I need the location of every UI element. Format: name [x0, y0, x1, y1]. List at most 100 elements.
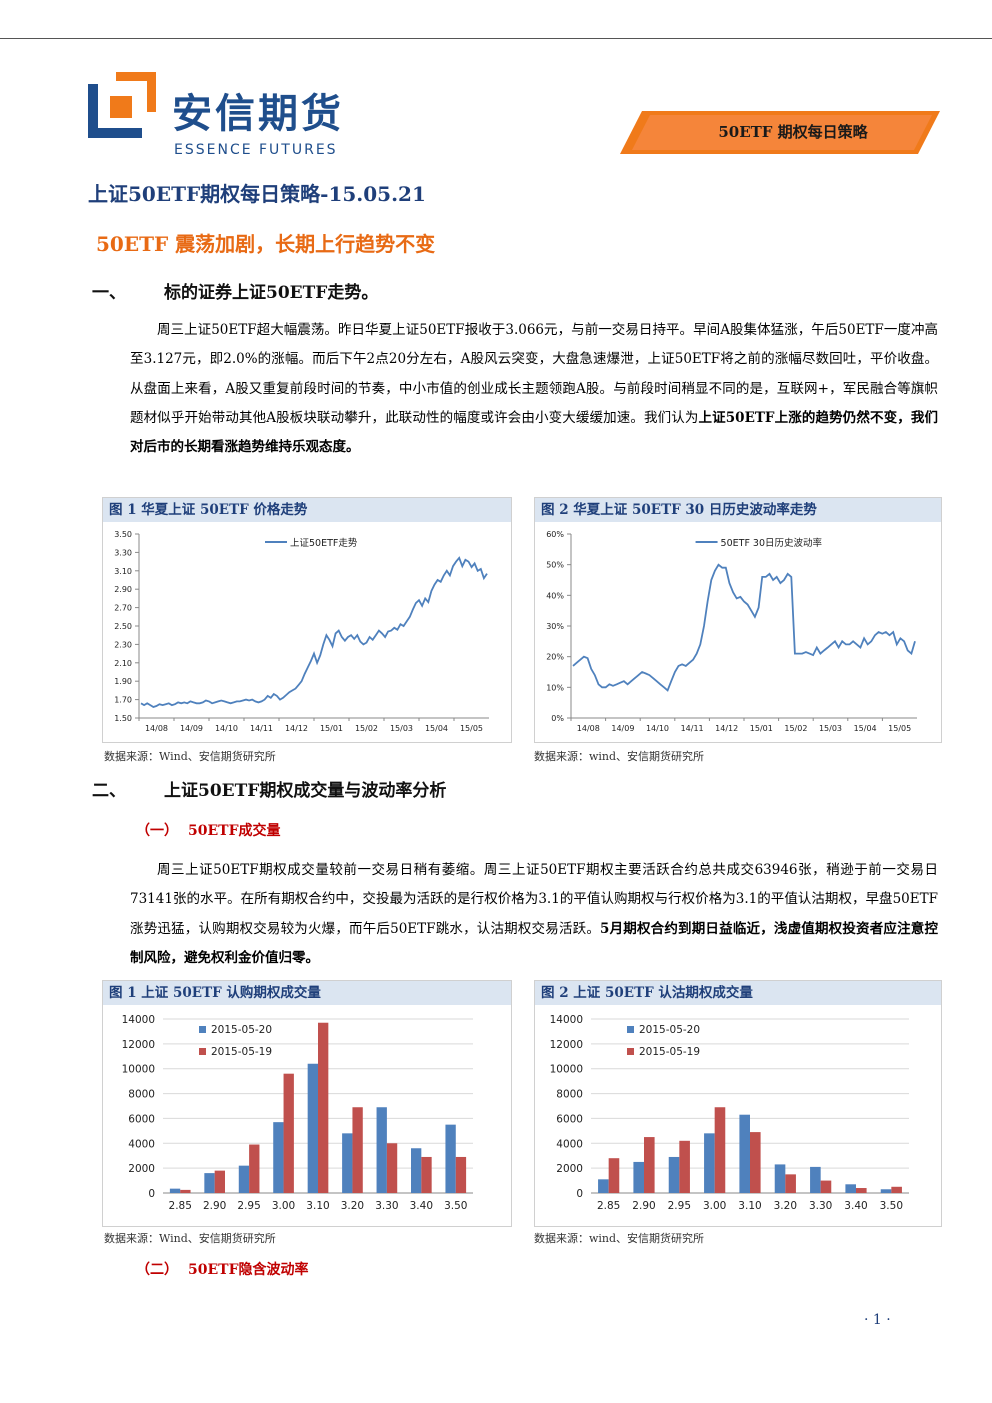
logo-english: ESSENCE FUTURES — [174, 142, 338, 158]
figure-etf-price: 图 1 华夏上证 50ETF 价格走势 1.50 1.70 1.90 2.10 2.30… — [102, 497, 512, 743]
x-tick-label: 15/01 — [320, 724, 343, 733]
x-tick-label: 2.95 — [668, 1200, 691, 1212]
y-tick-label: 20% — [546, 653, 564, 662]
paragraph-1-text: 周三上证50ETF超大幅震荡。昨日华夏上证50ETF报收于3.066元，与前一交… — [130, 322, 938, 426]
x-tick-label: 3.20 — [774, 1200, 797, 1212]
y-tick-label: 1.50 — [114, 714, 132, 723]
bar — [376, 1107, 387, 1193]
x-tick-label: 3.40 — [410, 1200, 433, 1212]
x-tick-label: 15/02 — [355, 724, 378, 733]
x-tick-label: 3.00 — [272, 1200, 295, 1212]
x-tick-label: 15/03 — [819, 724, 842, 733]
legend-swatch — [199, 1026, 206, 1033]
x-tick-label: 3.00 — [703, 1200, 726, 1212]
figure-put-volume: 图 2 上证 50ETF 认沽期权成交量 0 2000 4000 6000 8000 10… — [534, 980, 942, 1227]
y-tick-label: 2.50 — [114, 622, 132, 631]
paragraph-2: 周三上证50ETF期权成交量较前一交易日稍有萎缩。周三上证50ETF期权主要活跃… — [130, 856, 938, 973]
y-tick-label: 50% — [546, 561, 564, 570]
bar — [644, 1137, 655, 1193]
series-line — [140, 556, 488, 708]
legend-label: 2015-05-20 — [639, 1024, 700, 1036]
y-tick-label: 3.50 — [114, 530, 132, 539]
bar — [608, 1158, 620, 1193]
x-tick-label: 3.10 — [738, 1200, 761, 1212]
y-tick-label: 8000 — [556, 1089, 583, 1101]
x-tick-label: 14/11 — [250, 724, 273, 733]
section-2-title: 上证50ETF期权成交量与波动率分析 — [164, 781, 447, 801]
headline: 50ETF 震荡加剧，长期上行趋势不变 — [96, 232, 436, 256]
series-line — [572, 563, 916, 692]
y-tick-label: 60% — [546, 530, 564, 539]
bar — [386, 1143, 398, 1193]
x-tick-label: 3.50 — [444, 1200, 467, 1212]
x-tick-label: 15/04 — [425, 724, 448, 733]
bar — [704, 1133, 715, 1193]
x-tick-label: 3.50 — [880, 1200, 903, 1212]
x-tick-label: 15/05 — [888, 724, 911, 733]
x-tick-label: 14/09 — [180, 724, 203, 733]
y-tick-label: 2.90 — [114, 585, 132, 594]
logo-chinese: 安信期货 — [172, 91, 344, 137]
x-tick-label: 2.90 — [632, 1200, 655, 1212]
y-tick-label: 1.70 — [114, 696, 132, 705]
y-tick-label: 0 — [148, 1188, 155, 1200]
x-tick-label: 14/08 — [145, 724, 168, 733]
figure-4-source: 数据来源：wind、安信期货研究所 — [534, 1232, 705, 1245]
section-2-number: 二、 — [92, 781, 126, 801]
x-tick-label: 15/01 — [750, 724, 773, 733]
bar — [249, 1144, 260, 1193]
x-tick-label: 2.90 — [203, 1200, 226, 1212]
figure-2-source: 数据来源：wind、安信期货研究所 — [534, 750, 705, 763]
bar — [214, 1170, 225, 1193]
x-tick-label: 14/10 — [215, 724, 238, 733]
figure-3-title: 图 1 上证 50ETF 认购期权成交量 — [103, 981, 511, 1005]
bar — [204, 1173, 215, 1193]
y-tick-label: 6000 — [556, 1113, 583, 1125]
y-tick-label: 2.30 — [114, 640, 132, 649]
y-tick-label: 4000 — [556, 1138, 583, 1150]
x-tick-label: 2.85 — [169, 1200, 192, 1212]
section-1-number: 一、 — [92, 283, 126, 303]
y-tick-label: 10% — [546, 683, 564, 692]
etf-volatility-line-chart: 0% 10% 20% 30% 40% 50% 60% 14/08 14/09 14/10 14/11… — [546, 530, 917, 733]
bar — [891, 1186, 902, 1193]
y-tick-label: 8000 — [128, 1089, 155, 1101]
x-tick-label: 14/12 — [285, 724, 308, 733]
legend-label: 50ETF 30日历史波动率 — [721, 537, 823, 549]
page-number: · 1 · — [864, 1312, 891, 1328]
bar — [633, 1161, 644, 1193]
y-tick-label: 0% — [551, 714, 564, 723]
figure-3-source: 数据来源：Wind、安信期货研究所 — [104, 1232, 276, 1245]
y-tick-label: 14000 — [550, 1014, 583, 1026]
bar — [750, 1132, 761, 1193]
legend-label: 2015-05-20 — [211, 1024, 272, 1036]
y-tick-label: 6000 — [128, 1113, 155, 1125]
x-tick-label: 14/09 — [611, 724, 634, 733]
x-tick-label: 3.40 — [844, 1200, 867, 1212]
bar — [273, 1122, 284, 1193]
x-tick-label: 14/12 — [715, 724, 738, 733]
figure-etf-volatility: 图 2 华夏上证 50ETF 30 日历史波动率走势 0% 10% 20% 30% 40… — [534, 497, 942, 743]
bar — [180, 1189, 191, 1193]
paragraph-1-conclusion: 上证50ETF上涨的趋势仍然不变，我们对后市的长期看涨趋势维持乐观态度。 — [130, 409, 938, 456]
essence-logo-icon — [88, 72, 156, 138]
y-tick-label: 40% — [546, 591, 564, 600]
legend-label: 2015-05-19 — [639, 1046, 700, 1058]
subsection-2-number: （二） — [136, 1262, 178, 1278]
bar — [785, 1174, 796, 1193]
document-title: 上证50ETF期权每日策略-15.05.21 — [88, 182, 426, 206]
subsection-1-number: （一） — [136, 823, 178, 839]
paragraph-2-conclusion: 5月期权合约到期日益临近，浅虚值期权投资者应注意控制风险，避免权利金价值归零。 — [130, 920, 938, 966]
legend-swatch — [627, 1026, 634, 1033]
y-tick-label: 12000 — [550, 1039, 583, 1051]
bar — [411, 1148, 422, 1193]
put-volume-bar-chart: 0 2000 4000 6000 8000 10000 12000 14000 2.85 2.90… — [550, 1014, 909, 1212]
subsection-1-title: 50ETF成交量 — [188, 823, 281, 839]
y-tick-label: 3.30 — [114, 548, 132, 557]
subsection-2-heading: （二） 50ETF隐含波动率 — [136, 1259, 309, 1279]
legend-label: 2015-05-19 — [211, 1046, 272, 1058]
bar — [238, 1165, 250, 1193]
section-2-heading: 二、 上证50ETF期权成交量与波动率分析 — [92, 776, 446, 801]
bar — [714, 1107, 726, 1193]
bar — [810, 1166, 821, 1193]
